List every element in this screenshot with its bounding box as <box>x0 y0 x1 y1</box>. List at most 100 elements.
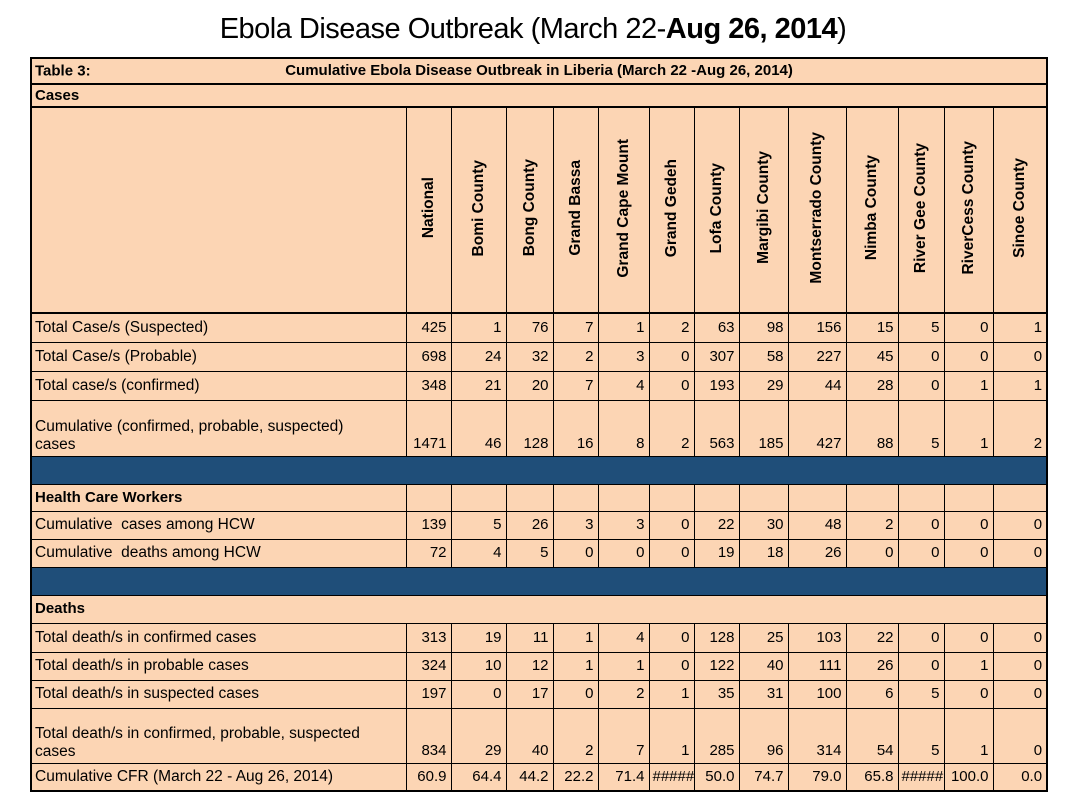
table-row-deaths: Deaths <box>30 594 1048 624</box>
column-header-corner <box>30 106 407 314</box>
value-cell: 0 <box>943 622 994 653</box>
table-row-cumulative-cfr: Cumulative CFR (March 22 - Aug 26, 2014)… <box>30 762 1048 792</box>
value-cell: 25 <box>738 622 789 653</box>
value-cell: 4 <box>450 538 507 568</box>
value-cell: 3 <box>552 510 599 540</box>
value-cell: 63 <box>693 312 740 343</box>
value-cell: 427 <box>787 399 847 457</box>
value-cell: 54 <box>845 707 899 764</box>
value-cell: 122 <box>693 651 740 681</box>
table-row-total-cases-suspected: Total Case/s (Suspected) 425 1 76 7 1 2 63 98 156… <box>30 312 1048 343</box>
table-row-deaths-confirmed: Total death/s in confirmed cases 313 19 11 1… <box>30 622 1048 653</box>
value-cell: 26 <box>505 510 554 540</box>
value-cell: 0 <box>552 538 599 568</box>
column-header-label: Bomi County <box>469 159 487 257</box>
value-cell: 2 <box>597 679 650 709</box>
empty-cell <box>992 483 1048 512</box>
value-cell: 0 <box>897 538 945 568</box>
value-cell: 0 <box>943 341 994 372</box>
value-cell: 60.9 <box>405 762 452 792</box>
value-cell: 2 <box>648 399 695 457</box>
empty-cell <box>450 483 507 512</box>
value-cell: 1 <box>450 312 507 343</box>
value-cell: 0 <box>992 510 1048 540</box>
value-cell: 35 <box>693 679 740 709</box>
value-cell: 0 <box>648 622 695 653</box>
value-cell: 29 <box>738 370 789 401</box>
separator-band <box>31 455 1048 485</box>
value-cell: 44 <box>787 370 847 401</box>
value-cell: 834 <box>405 707 452 764</box>
section-band-health-care-workers: Health Care Workers <box>30 483 407 512</box>
value-cell: 128 <box>693 622 740 653</box>
value-cell: 58 <box>738 341 789 372</box>
value-cell: 26 <box>845 651 899 681</box>
column-header-label: Lofa County <box>707 162 725 254</box>
value-cell: 72 <box>405 538 452 568</box>
value-cell: 1 <box>648 679 695 709</box>
value-cell: 1 <box>992 370 1048 401</box>
value-cell: 563 <box>693 399 740 457</box>
table-number-label: Table 3: <box>35 62 91 80</box>
row-label: Total Case/s (Suspected) <box>30 312 407 343</box>
value-cell: 19 <box>450 622 507 653</box>
value-cell: 185 <box>738 399 789 457</box>
table-row-colheads: National Bomi County Bong County Grand Bass… <box>30 106 1048 314</box>
table-row-deaths-cumulative: Total death/s in confirmed, probable, su… <box>30 707 1048 764</box>
table-row-sep <box>31 566 1048 596</box>
table-row-deaths-probable: Total death/s in probable cases 324 10 12 1 1… <box>30 651 1048 681</box>
value-cell: 227 <box>787 341 847 372</box>
value-cell: 0 <box>992 679 1048 709</box>
value-cell: 156 <box>787 312 847 343</box>
value-cell: 425 <box>405 312 452 343</box>
value-cell: 19 <box>693 538 740 568</box>
value-cell: 0 <box>897 370 945 401</box>
separator-band <box>31 566 1048 596</box>
value-cell: 0 <box>648 651 695 681</box>
table-row-cases: Cases <box>30 83 1048 108</box>
value-cell: 0 <box>992 622 1048 653</box>
value-cell: 0 <box>897 651 945 681</box>
value-cell: 2 <box>552 707 599 764</box>
row-label: Total Case/s (Probable) <box>30 341 407 372</box>
value-cell: 313 <box>405 622 452 653</box>
value-cell: 3 <box>597 510 650 540</box>
value-cell: 0 <box>648 510 695 540</box>
value-cell: 1 <box>992 312 1048 343</box>
value-cell: ##### <box>648 762 695 792</box>
value-cell: 22 <box>845 622 899 653</box>
column-header-lofa-county: Lofa County <box>693 106 740 314</box>
value-cell: 29 <box>450 707 507 764</box>
value-cell: 48 <box>787 510 847 540</box>
column-header-nimba-county: Nimba County <box>845 106 899 314</box>
column-header-label: Grand Gedeh <box>662 158 680 257</box>
value-cell: 5 <box>897 399 945 457</box>
value-cell: 0 <box>943 510 994 540</box>
column-header-label: Montserrado County <box>808 132 826 284</box>
column-header-margibi-county: Margibi County <box>738 106 789 314</box>
value-cell: 17 <box>505 679 554 709</box>
value-cell: 6 <box>845 679 899 709</box>
value-cell: 5 <box>897 312 945 343</box>
value-cell: 103 <box>787 622 847 653</box>
value-cell: 22 <box>693 510 740 540</box>
column-header-label: Grand Bassa <box>566 160 584 256</box>
value-cell: 44.2 <box>505 762 554 792</box>
table-row-sep <box>31 455 1048 485</box>
value-cell: 128 <box>505 399 554 457</box>
row-label: Cumulative CFR (March 22 - Aug 26, 2014) <box>30 762 407 792</box>
value-cell: 22.2 <box>552 762 599 792</box>
value-cell: 0 <box>992 538 1048 568</box>
value-cell: 1 <box>943 651 994 681</box>
column-header-river-gee-county: River Gee County <box>897 106 945 314</box>
empty-cell <box>787 483 847 512</box>
value-cell: 1 <box>552 622 599 653</box>
value-cell: 98 <box>738 312 789 343</box>
value-cell: 88 <box>845 399 899 457</box>
table-row-hcw-cases: Cumulative cases among HCW 139 5 26 3 3 0 22 30 4… <box>30 510 1048 540</box>
value-cell: 0 <box>648 341 695 372</box>
value-cell: 100.0 <box>943 762 994 792</box>
column-header-label: Grand Cape Mount <box>614 138 632 278</box>
value-cell: 2 <box>552 341 599 372</box>
value-cell: 5 <box>897 707 945 764</box>
